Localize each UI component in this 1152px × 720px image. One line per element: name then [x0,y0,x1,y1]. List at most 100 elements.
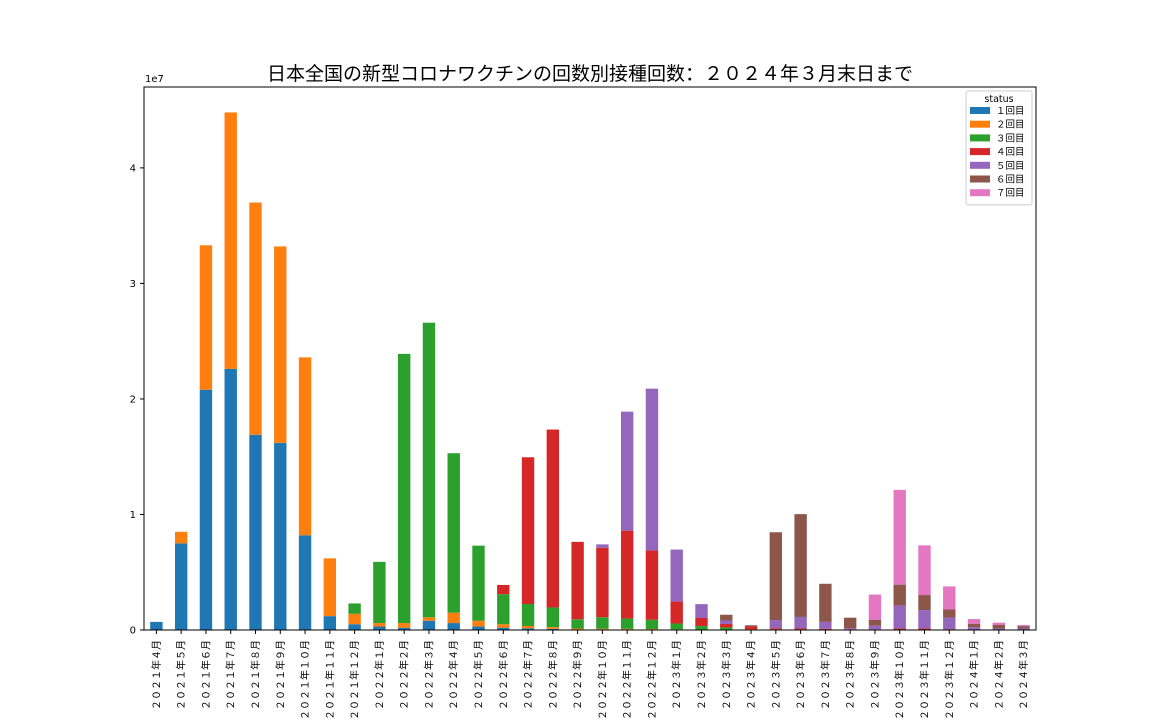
bar-segment [373,623,386,627]
bar-segment [918,628,931,630]
bar-segment [373,626,386,630]
x-tick-label: ２０２１年１０月 [299,640,312,720]
x-tick-label: ２０２３年１１月 [918,640,931,720]
x-tick-label: ２０２３年１０月 [893,640,906,720]
x-tick-label: ２０２２年３月 [422,640,435,710]
bar-segment [447,623,460,630]
bar-segment [472,620,485,627]
bar-segment [571,541,584,620]
bar-segment [199,389,213,630]
legend-label: ６回目 [996,175,1025,186]
bar-segment [620,618,634,629]
bar-segment [596,544,609,548]
x-tick-label: ２０２３年４月 [745,640,758,710]
bar-segment [546,607,560,628]
bar-segment [720,627,733,630]
bar-segment [695,604,708,618]
legend-label: ７回目 [996,188,1025,199]
x-tick-label: ２０２３年１月 [670,640,683,710]
legend-title: status [984,94,1013,105]
bar-segment [323,558,337,617]
x-tick-label: ２０２１年１２月 [348,640,361,720]
bar-segment [521,457,535,605]
legend-swatch [970,134,990,142]
bar-segment [720,620,733,624]
bar-segment [174,531,188,544]
legend-label: ３回目 [996,133,1025,144]
x-tick-label: ２０２３年９月 [868,640,881,710]
bar-segment [670,549,683,602]
bar-segment [992,628,1006,630]
x-tick-label: ２０２３年１２月 [943,640,956,720]
bar-segment [819,621,832,629]
bar-segment [422,322,436,618]
x-tick-label: ２０２１年９月 [274,640,287,710]
bar-segment [150,621,163,630]
bar-segment [893,628,906,630]
bar-segment [546,429,560,608]
x-tick-label: ２０２３年３月 [720,640,733,710]
x-tick-label: ２０２２年９月 [571,640,584,710]
x-tick-label: ２０２２年１０月 [596,640,609,720]
y-tick-label: 0 [130,626,136,637]
bar-segment [224,368,237,630]
bar-segment [422,620,436,630]
x-tick-label: ２０２１年５月 [175,640,188,710]
legend-swatch [970,120,990,128]
x-tick-label: ２０２１年８月 [249,640,262,710]
bar-segment [645,550,659,620]
x-tick-label: ２０２３年６月 [794,640,807,710]
x-tick-label: ２０２４年１月 [968,640,981,710]
bar-segment [571,628,584,630]
bar-segment [769,532,783,621]
x-tick-label: ２０２２年６月 [497,640,510,710]
y-tick-label: 1 [130,510,136,521]
bar-segment [620,411,634,531]
x-tick-label: ２０２２年４月 [447,640,460,710]
legend-label: ２回目 [996,120,1025,131]
x-axis: ２０２１年４月 ２０２１年５月 ２０２１年６月 ２０２１年７月 ２０２１年８月 ２０２１年… [150,630,1030,720]
bar-segment [943,586,956,610]
bar-segment [943,617,956,630]
bar-segment [744,625,758,627]
legend-swatch [970,148,990,156]
bar-segment [447,612,460,624]
bar-segment [744,626,758,630]
bar-segment [819,583,832,622]
bar-segment [497,584,510,595]
bar-segment [720,623,733,628]
bar-segment [274,442,287,630]
x-tick-label: ２０２２年７月 [522,640,535,710]
bar-segment [893,605,906,629]
x-tick-label: ２０２３年７月 [819,640,832,710]
legend-label: １回目 [996,106,1025,117]
bar-segment [794,616,807,629]
bar-segment [794,514,807,617]
bar-segment [348,603,361,614]
bar-segment [521,625,535,629]
bar-segment [472,626,485,630]
bar-segment [967,627,981,630]
bar-segment [1017,624,1030,627]
x-tick-label: ２０２４年２月 [992,640,1005,710]
x-tick-label: ２０２２年２月 [398,640,411,710]
x-tick-label: ２０２３年５月 [769,640,782,710]
bar-segment [967,623,981,628]
bar-segment [174,543,188,630]
bar-segment [546,627,560,629]
x-tick-label: ２０２２年８月 [546,640,559,710]
bar-segment [596,547,609,618]
legend-swatch [970,175,990,183]
bar-segment [992,622,1006,625]
x-tick-label: ２０２２年１月 [373,640,386,710]
bar-segment [645,619,659,629]
legend-swatch [970,161,990,169]
x-tick-label: ２０２１年７月 [224,640,237,710]
bar-segment [645,388,659,551]
bar-segment [348,613,361,625]
bar-segment [298,357,312,536]
y-offset-label: 1e7 [145,74,164,85]
bar-segment [620,530,634,619]
bar-segment [323,616,337,630]
